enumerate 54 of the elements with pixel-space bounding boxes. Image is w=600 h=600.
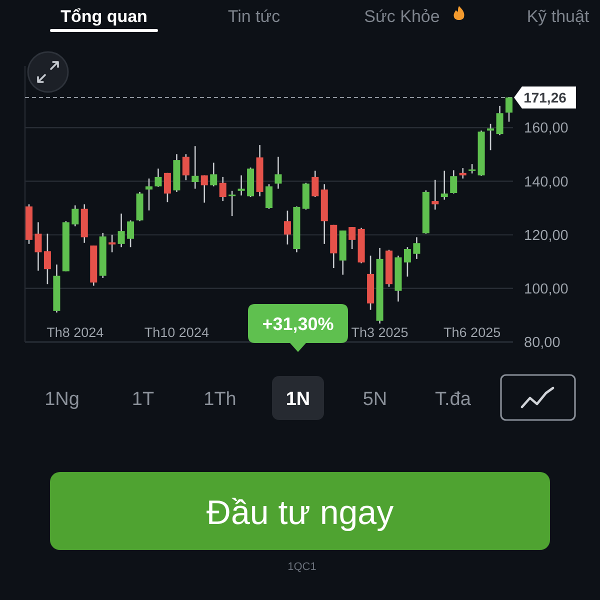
candlestick — [118, 212, 125, 248]
y-tick-label: 100,00 — [524, 281, 568, 298]
candlestick — [487, 123, 494, 151]
text: Tin tức — [228, 7, 281, 26]
candlestick — [266, 184, 272, 210]
y-tick-label: 120,00 — [524, 228, 568, 244]
candlestick — [182, 154, 190, 181]
y-tick-label: 160,00 — [524, 120, 568, 137]
candlestick — [506, 96, 512, 122]
candlestick — [459, 167, 466, 180]
text: 1T — [132, 389, 154, 410]
candlestick — [192, 145, 199, 190]
candlestick — [450, 170, 458, 194]
candlestick — [348, 226, 356, 250]
candlestick — [284, 210, 291, 246]
candlestick — [200, 174, 208, 204]
text: 1N — [286, 389, 310, 410]
candlestick — [34, 222, 42, 272]
candlestick — [146, 178, 152, 212]
text: Kỹ thuật — [526, 7, 590, 26]
candlestick — [274, 156, 282, 190]
text: Sức Khỏe — [364, 7, 440, 26]
y-tick-label: 140,00 — [524, 174, 568, 190]
x-tick-label: Th6 2025 — [444, 325, 501, 340]
candlestick — [127, 220, 134, 248]
candlestick — [468, 163, 476, 174]
candlestick — [404, 246, 411, 278]
x-tick-label: Th3 2025 — [351, 325, 408, 340]
candlestick — [44, 233, 51, 285]
candlestick — [164, 172, 171, 203]
text: 1Th — [204, 389, 236, 410]
text: 5N — [362, 389, 388, 410]
text: T.đa — [435, 389, 472, 410]
x-tick-label: Th10 2024 — [144, 325, 210, 340]
candlestick — [228, 190, 236, 217]
candlestick — [108, 234, 116, 253]
annotation: +31,30% — [262, 314, 334, 334]
ref-line-label: 171,26 — [524, 90, 567, 106]
y-tick-label: 80,00 — [524, 335, 560, 352]
candlestick — [496, 105, 504, 136]
candlestick — [413, 236, 420, 260]
candlestick — [210, 162, 218, 187]
candlestick — [440, 170, 448, 200]
x-tick-label: Th8 2024 — [46, 325, 104, 340]
text: Tổng quan — [60, 7, 148, 26]
candlestick — [312, 170, 319, 198]
text: 1Ng — [44, 389, 80, 410]
text: Đầu tư ngay — [206, 494, 394, 532]
candlestick — [219, 176, 226, 202]
candlestick — [154, 168, 162, 188]
candlestick — [72, 204, 79, 227]
text: 1QC1 — [288, 561, 316, 573]
candlestick — [238, 174, 245, 196]
candlestick — [432, 179, 439, 210]
